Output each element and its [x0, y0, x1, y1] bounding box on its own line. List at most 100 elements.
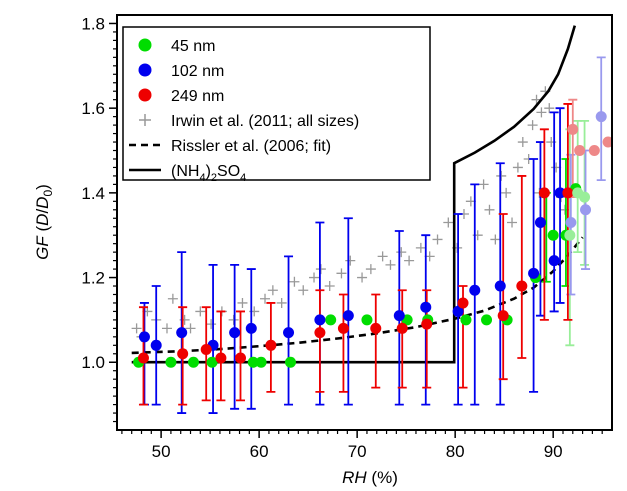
legend-dot-marker	[138, 38, 152, 52]
data-point	[177, 348, 189, 360]
error-bar	[397, 289, 407, 389]
data-point	[588, 145, 600, 157]
data-point	[284, 356, 296, 368]
irwin-plus-point	[507, 217, 518, 228]
irwin-plus-point	[289, 276, 300, 287]
legend-label: 102 nm	[171, 63, 224, 80]
data-point	[516, 280, 528, 292]
irwin-plus-point	[484, 204, 495, 215]
data-point	[215, 352, 227, 364]
data-point	[283, 327, 295, 339]
axes: 50 60 70 80 90 1.0 1.2 1.4 1.6 1.8	[81, 14, 603, 461]
error-bar	[498, 213, 508, 381]
data-point	[176, 327, 188, 339]
data-point	[206, 356, 218, 368]
legend-label: 45 nm	[171, 38, 215, 55]
irwin-plus-point	[131, 323, 142, 334]
error-bar	[535, 141, 545, 317]
data-point	[579, 191, 591, 203]
legend-entry: 249 nm	[138, 88, 224, 105]
irwin-plus-point	[260, 293, 271, 304]
data-point	[562, 187, 574, 199]
data-point	[457, 297, 469, 309]
data-point	[420, 301, 432, 313]
data-point	[421, 318, 433, 330]
data-point	[554, 187, 566, 199]
irwin-plus-point	[385, 259, 396, 270]
data-point	[314, 314, 326, 326]
y-tick-label: 1.8	[81, 14, 105, 33]
y-axis-title: GF (D/D0)	[33, 184, 55, 260]
x-tick-label: 80	[446, 442, 465, 461]
irwin-plus-point	[443, 217, 454, 228]
x-tick-label: 60	[250, 442, 269, 461]
irwin-plus-point	[432, 234, 443, 245]
data-point	[567, 123, 579, 135]
data-point	[247, 356, 259, 368]
irwin-plus-point	[357, 272, 368, 283]
irwin-plus-point	[298, 285, 309, 296]
data-point	[314, 327, 326, 339]
error-bar	[549, 111, 559, 313]
irwin-plus-point	[185, 323, 196, 334]
data-point	[564, 229, 576, 241]
data-point	[494, 280, 506, 292]
x-tick-label: 70	[348, 442, 367, 461]
x-tick-label: 90	[544, 442, 563, 461]
irwin-plus-point	[512, 162, 523, 173]
legend-label: (NH4)2SO4	[171, 163, 246, 184]
data-point	[396, 322, 408, 334]
y-tick-label: 1.6	[81, 99, 105, 118]
irwin-plus-point	[496, 170, 507, 181]
irwin-plus-point	[195, 306, 206, 317]
irwin-plus-point	[396, 247, 407, 258]
data-point	[361, 314, 373, 326]
x-tick-label: 50	[152, 442, 171, 461]
legend-dot-marker	[138, 88, 152, 102]
rissler-fit-line	[131, 236, 584, 355]
data-point	[137, 352, 149, 364]
irwin-plus-point	[478, 179, 489, 190]
irwin-plus-point	[276, 297, 287, 308]
x-axis-title: RH (%)	[342, 468, 398, 487]
data-point	[325, 314, 337, 326]
legend-entry: Rissler et al. (2006; fit)	[129, 138, 331, 155]
irwin-plus-point	[365, 264, 376, 275]
error-bar	[371, 293, 381, 389]
data-point	[452, 305, 464, 317]
data-point	[255, 356, 267, 368]
error-bar	[563, 103, 573, 321]
data-point	[265, 339, 277, 351]
data-point	[342, 310, 354, 322]
irwin-plus-point	[315, 264, 326, 275]
y-tick-label: 1.4	[81, 184, 105, 203]
legend-entry: Irwin et al. (2011; all sizes)	[139, 113, 359, 130]
irwin-plus-point	[527, 120, 538, 131]
irwin-plus-point	[377, 251, 388, 262]
data-point	[548, 255, 560, 267]
irwin-plus-point	[415, 242, 426, 253]
irwin-plus-point	[544, 103, 555, 114]
data-point	[337, 322, 349, 334]
legend-plus-marker	[139, 114, 151, 126]
irwin-plus-point	[267, 285, 278, 296]
data-point	[534, 217, 546, 228]
irwin-plus-point	[490, 234, 501, 245]
irwin-plus-point	[517, 137, 528, 148]
legend-label: Rissler et al. (2006; fit)	[171, 138, 331, 155]
data-point	[565, 217, 577, 228]
data-point	[547, 229, 559, 241]
plot-frame	[116, 14, 613, 431]
data-point	[150, 339, 162, 351]
irwin-plus-point	[309, 272, 320, 283]
data-point	[481, 314, 493, 326]
irwin-plus-point	[237, 297, 248, 308]
error-bar	[338, 293, 348, 393]
data-point	[574, 145, 586, 157]
data-point	[138, 331, 150, 343]
data-point	[393, 310, 405, 322]
irwin-plus-point	[345, 255, 356, 266]
irwin-plus-point	[228, 314, 239, 325]
data-point	[580, 204, 592, 216]
data-point	[229, 327, 241, 339]
